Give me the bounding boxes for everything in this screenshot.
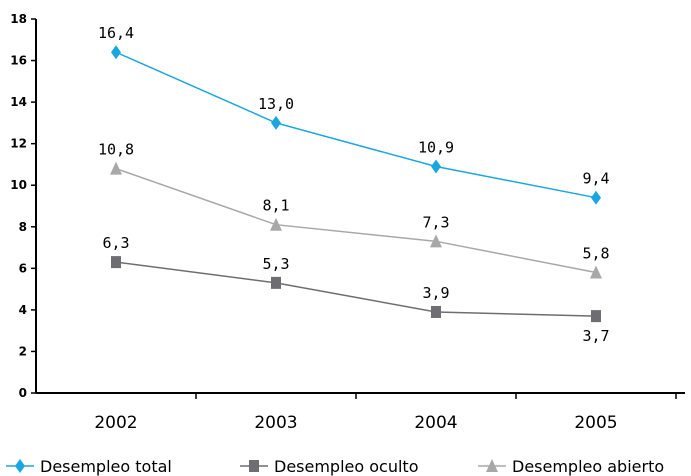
y-tick-label: 14 [10,95,27,109]
series-line [115,261,597,317]
data-point [591,310,601,323]
data-point [110,161,122,175]
data-label: 5,3 [262,255,289,273]
y-tick-label: 0 [19,386,27,400]
data-label: 10,9 [418,139,454,157]
data-label: 9,4 [582,170,609,188]
series-layer: 16,4 13,0 10,9 9,4 6,3 5,3 3,9 3,7 10,8 8,1 7,3 5,8 [98,24,610,345]
x-axis: 2002 2003 2004 2005 [36,392,685,433]
series-desempleo-oculto: 6,3 5,3 3,9 3,7 [102,234,609,345]
legend-marker [15,459,25,473]
data-label: 8,1 [262,197,289,215]
data-label: 3,9 [422,284,449,302]
y-tick-label: 4 [19,303,27,317]
data-point [111,45,121,60]
data-point [590,265,602,279]
y-tick-label: 6 [19,261,27,275]
data-label: 10,8 [98,141,134,159]
x-tick-label: 2005 [574,413,617,433]
legend-label: Desempleo total [40,457,172,476]
data-point [270,217,282,231]
series-line [115,167,597,274]
data-label: 13,0 [258,95,294,113]
x-tick-label: 2004 [414,413,457,433]
legend-label: Desempleo abierto [512,457,664,476]
legend: Desempleo total Desempleo oculto Desempleo… [6,457,664,476]
y-axis: 0 2 4 6 8 10 12 14 16 18 [10,12,37,400]
data-point [431,305,441,318]
data-label: 16,4 [98,24,134,42]
legend-item: Desempleo oculto [240,457,418,476]
data-label: 5,8 [582,244,609,262]
x-tick-label: 2003 [254,413,297,433]
legend-marker [249,460,259,472]
y-tick-label: 10 [10,178,27,192]
data-label: 6,3 [102,234,129,252]
y-tick-label: 18 [10,12,27,26]
y-tick-label: 16 [10,54,27,68]
data-point [111,256,121,269]
data-point [271,276,281,289]
data-label: 3,7 [582,327,609,345]
y-tick-label: 12 [10,137,27,151]
legend-item: Desempleo total [6,457,172,476]
series-desempleo-total: 16,4 13,0 10,9 9,4 [98,24,610,205]
series-desempleo-abierto: 10,8 8,1 7,3 5,8 [98,141,610,279]
legend-marker [486,459,498,472]
y-tick-label: 8 [19,220,27,234]
y-tick-label: 2 [19,344,27,358]
series-line [115,51,597,199]
data-point [431,159,441,174]
legend-label: Desempleo oculto [274,457,418,476]
data-point [430,234,442,248]
x-tick-label: 2002 [94,413,137,433]
legend-item: Desempleo abierto [478,457,664,476]
data-label: 7,3 [422,213,449,231]
data-point [271,115,281,130]
data-point [591,190,601,205]
